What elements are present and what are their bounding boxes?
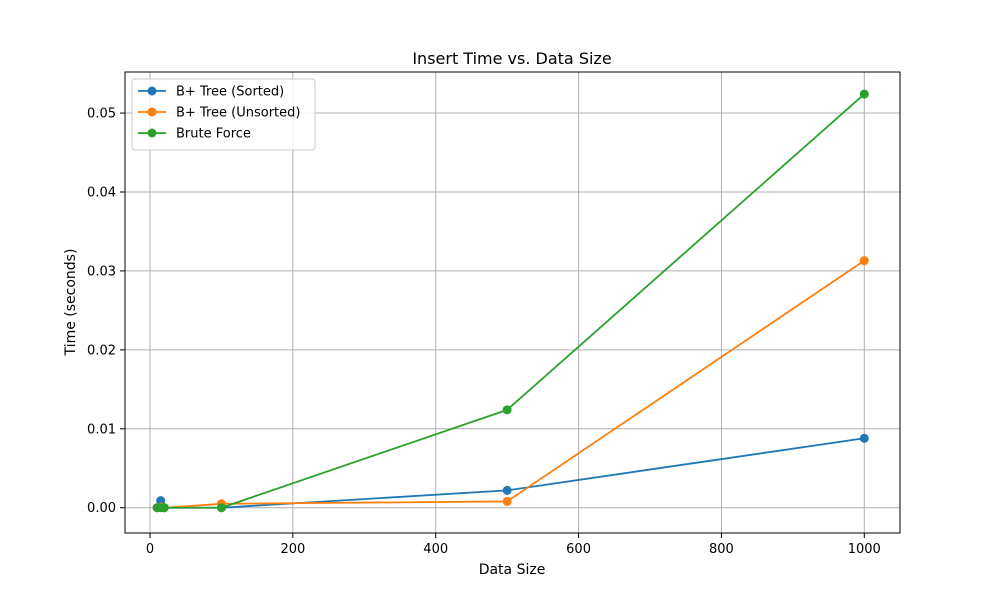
legend-label: B+ Tree (Sorted) [176, 85, 284, 100]
y-tick-label: 0.00 [87, 501, 116, 516]
legend-item: B+ Tree (Sorted) [138, 85, 284, 100]
data-point [502, 496, 512, 506]
y-tick-label: 0.03 [87, 264, 116, 279]
legend-marker [147, 107, 157, 117]
data-point [159, 503, 169, 513]
y-tick-label: 0.02 [87, 343, 116, 358]
legend-label: Brute Force [176, 127, 251, 142]
series-3 [152, 89, 869, 513]
x-tick-label: 1000 [848, 542, 881, 557]
x-axis: 0 200 400 600 800 1000 [146, 533, 881, 557]
y-axis: 0.00 0.01 0.02 0.03 0.04 0.05 [87, 107, 125, 516]
x-tick-label: 800 [709, 542, 734, 557]
grid [125, 72, 900, 533]
data-point [216, 503, 226, 513]
x-axis-label: Data Size [479, 562, 546, 578]
data-point [156, 496, 166, 506]
data-point [859, 89, 869, 99]
data-point [502, 405, 512, 415]
chart-title: Insert Time vs. Data Size [412, 49, 611, 68]
data-point [859, 433, 869, 443]
x-tick-label: 200 [280, 542, 305, 557]
legend-item: Brute Force [138, 127, 251, 142]
y-tick-label: 0.01 [87, 422, 116, 437]
legend-marker [147, 128, 157, 138]
y-tick-label: 0.05 [87, 107, 116, 122]
legend-item: B+ Tree (Unsorted) [138, 106, 300, 121]
x-tick-label: 600 [566, 542, 591, 557]
x-tick-label: 0 [146, 542, 154, 557]
legend-box [131, 78, 316, 151]
y-axis-label: Time (seconds) [63, 249, 79, 357]
legend-marker [147, 86, 157, 96]
data-point [859, 256, 869, 266]
y-tick-label: 0.04 [87, 185, 116, 200]
legend: B+ Tree (Sorted) B+ Tree (Unsorted) Brute … [131, 78, 316, 151]
legend-label: B+ Tree (Unsorted) [176, 106, 300, 121]
plot-frame [124, 71, 901, 534]
x-tick-label: 400 [423, 542, 448, 557]
series-layer [152, 89, 869, 513]
data-point [502, 485, 512, 495]
